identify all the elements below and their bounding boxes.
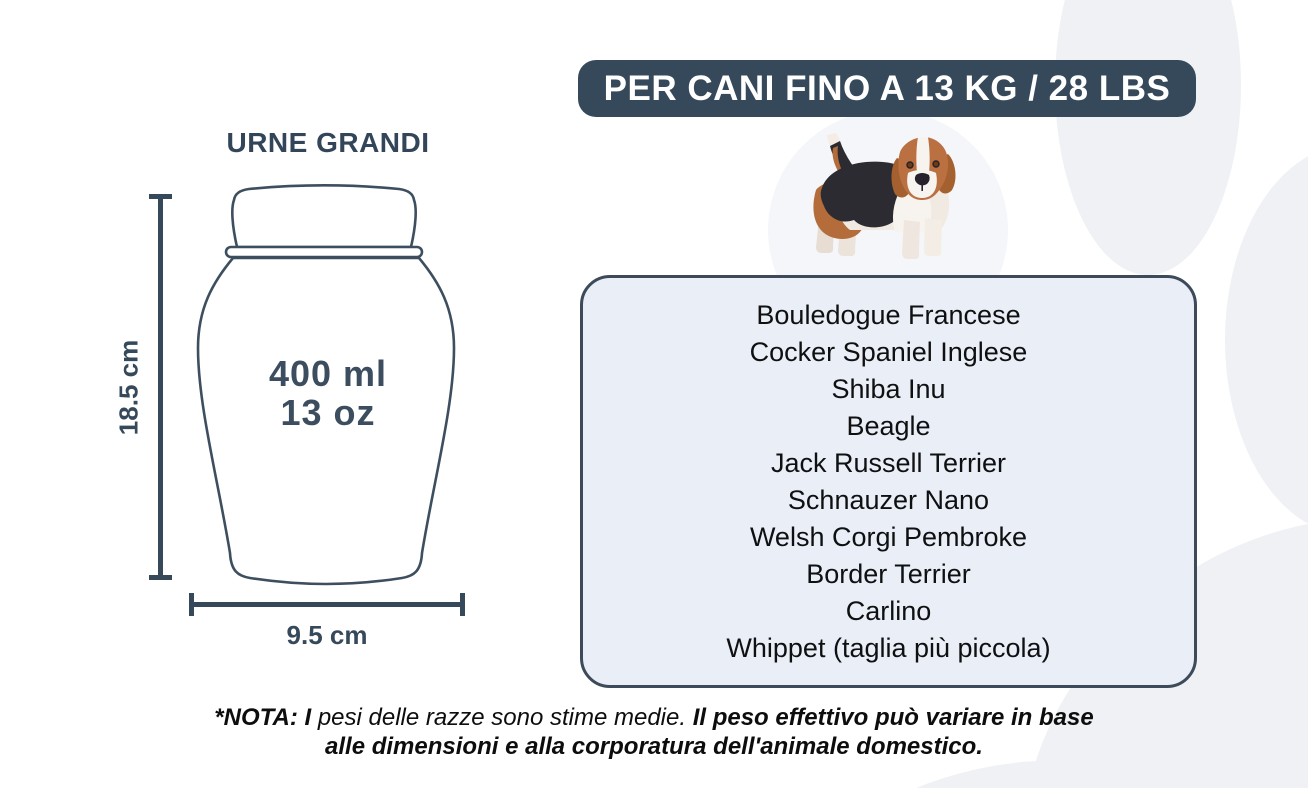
height-dimension-cap xyxy=(149,194,172,199)
urn-rim xyxy=(224,245,424,259)
width-dimension-cap xyxy=(189,593,194,616)
urn-size-title: URNE GRANDI xyxy=(226,127,430,158)
beagle-dog-icon xyxy=(813,133,956,259)
height-dimension-line xyxy=(158,196,163,578)
paw-print-toe-shape xyxy=(1225,145,1308,535)
breed-list-box: Bouledogue Francese Cocker Spaniel Ingle… xyxy=(580,275,1197,688)
urn-body xyxy=(196,256,456,586)
urn-lid xyxy=(231,183,417,249)
footnote-line-2: alle dimensioni e alla corporatura dell'… xyxy=(0,732,1308,761)
urn-width-label: 9.5 cm xyxy=(286,620,368,650)
breed-list-item: Whippet (taglia più piccola) xyxy=(726,632,1051,663)
breed-list-item: Border Terrier xyxy=(806,558,971,589)
paw-print-toe-shape xyxy=(1055,0,1241,275)
weights-footnote: *NOTA: I pesi delle razze sono stime med… xyxy=(0,703,1308,761)
width-dimension-cap xyxy=(460,593,465,616)
breed-list-item: Shiba Inu xyxy=(831,373,946,404)
footnote-regular-text: pesi delle razze sono stime medie. xyxy=(317,704,693,731)
footnote-line-1: *NOTA: I pesi delle razze sono stime med… xyxy=(0,703,1308,732)
footnote-bold-text: Il peso effettivo può variare in base xyxy=(692,704,1094,731)
breed-list-item: Bouledogue Francese xyxy=(756,299,1021,330)
breed-list-item: Beagle xyxy=(846,410,931,441)
urn-volume-ml: 400 ml xyxy=(268,353,388,394)
breed-list-item: Schnauzer Nano xyxy=(787,484,990,515)
breed-list-item: Jack Russell Terrier xyxy=(770,447,1007,478)
width-dimension-line xyxy=(191,602,463,607)
footnote-bold-prefix: *NOTA: I xyxy=(214,704,318,731)
height-dimension-cap xyxy=(149,575,172,580)
footnote-bold-text: alle dimensioni e alla corporatura dell'… xyxy=(325,733,983,760)
breed-list-item: Welsh Corgi Pembroke xyxy=(749,521,1028,552)
urn-volume-oz: 13 oz xyxy=(280,392,376,433)
dog-weight-badge: PER CANI FINO A 13 KG / 28 LBS xyxy=(578,60,1196,117)
breed-list-item: Carlino xyxy=(845,595,932,626)
urn-outline-drawing xyxy=(196,183,456,586)
breed-list-item: Cocker Spaniel Inglese xyxy=(749,336,1028,367)
urn-height-label: 18.5 cm xyxy=(113,339,144,436)
